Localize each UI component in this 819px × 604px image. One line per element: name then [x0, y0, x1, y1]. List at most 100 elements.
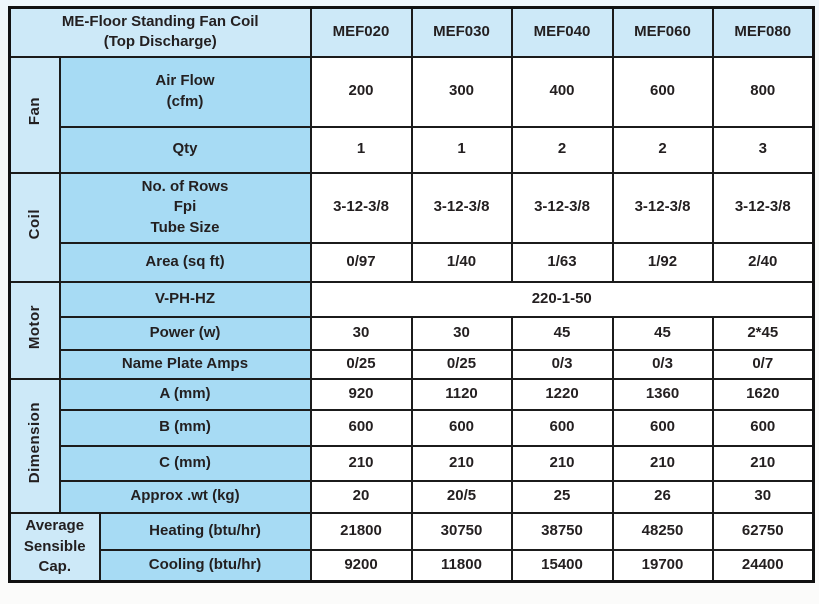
value-cell: 3-12-3/8 [410, 171, 513, 244]
table-row: Fan Air Flow (cfm) 200 300 400 600 800 [8, 55, 815, 174]
value-cell: 210 [611, 444, 714, 482]
row-label-cooling: Cooling (btu/hr) [98, 548, 312, 583]
value-cell: 2 [611, 125, 714, 174]
value-cell: 20 [309, 479, 413, 514]
table-row: Average Sensible Cap. Heating (btu/hr) 2… [8, 511, 815, 583]
row-label-b-mm: B (mm) [58, 408, 312, 447]
table-row: Name Plate Amps 0/25 0/25 0/3 0/3 0/7 [10, 348, 815, 380]
table-row: Coil No. of Rows Fpi Tube Size 3-12-3/8 … [8, 171, 815, 283]
row-label-heating: Heating (btu/hr) [98, 511, 312, 551]
group-label-average-sensible-cap: Average Sensible Cap. [8, 511, 101, 583]
row-label-air-flow: Air Flow (cfm) [58, 55, 312, 128]
value-cell: 1120 [410, 377, 513, 411]
column-header-mef030: MEF030 [410, 6, 513, 58]
row-label-name-plate-amps: Name Plate Amps [58, 348, 312, 380]
value-cell: 3-12-3/8 [711, 171, 815, 244]
table-title: ME-Floor Standing Fan Coil (Top Discharg… [8, 6, 312, 58]
value-cell: 210 [510, 444, 614, 482]
value-cell: 20/5 [410, 479, 513, 514]
column-header-mef020: MEF020 [309, 6, 413, 58]
value-cell: 2 [510, 125, 614, 174]
row-label-qty: Qty [58, 125, 312, 174]
value-cell: 300 [410, 55, 513, 128]
value-cell: 24400 [711, 548, 815, 583]
table-row: Area (sq ft) 0/97 1/40 1/63 1/92 2/40 [10, 241, 815, 283]
table-row: Cooling (btu/hr) 9200 11800 15400 19700 … [10, 548, 815, 583]
value-cell: 1620 [711, 377, 815, 411]
value-cell: 1/92 [611, 241, 714, 283]
value-cell: 30 [711, 479, 815, 514]
value-cell: 400 [510, 55, 614, 128]
row-label-a-mm: A (mm) [58, 377, 312, 411]
value-cell: 25 [510, 479, 614, 514]
value-cell: 30 [309, 315, 413, 351]
value-cell: 9200 [309, 548, 413, 583]
table-row: Qty 1 1 2 2 3 [10, 125, 815, 174]
column-header-mef040: MEF040 [510, 6, 614, 58]
value-cell: 30750 [410, 511, 513, 551]
value-cell: 2/40 [711, 241, 815, 283]
value-cell: 1 [309, 125, 413, 174]
row-label-c-mm: C (mm) [58, 444, 312, 482]
value-cell: 3-12-3/8 [611, 171, 714, 244]
value-cell: 600 [711, 408, 815, 447]
column-header-mef080: MEF080 [711, 6, 815, 58]
value-cell: 0/3 [611, 348, 714, 380]
value-cell: 800 [711, 55, 815, 128]
value-cell: 600 [410, 408, 513, 447]
value-cell: 210 [711, 444, 815, 482]
value-cell: 210 [309, 444, 413, 482]
value-cell: 3-12-3/8 [309, 171, 413, 244]
value-cell: 38750 [510, 511, 614, 551]
group-label-motor: Motor [8, 280, 61, 380]
row-label-rows-fpi-tube-size: No. of Rows Fpi Tube Size [58, 171, 312, 244]
row-label-area: Area (sq ft) [58, 241, 312, 283]
value-cell: 2*45 [711, 315, 815, 351]
value-cell: 210 [410, 444, 513, 482]
value-cell: 15400 [510, 548, 614, 583]
table-row: B (mm) 600 600 600 600 600 [10, 408, 815, 447]
column-header-mef060: MEF060 [611, 6, 714, 58]
value-cell: 3 [711, 125, 815, 174]
table-row: Approx .wt (kg) 20 20/5 25 26 30 [10, 479, 815, 514]
value-cell: 1/63 [510, 241, 614, 283]
value-cell: 1 [410, 125, 513, 174]
group-label-dimension: Dimension [8, 377, 61, 514]
value-cell: 26 [611, 479, 714, 514]
value-cell: 200 [309, 55, 413, 128]
table-row: C (mm) 210 210 210 210 210 [10, 444, 815, 482]
header-row: ME-Floor Standing Fan Coil (Top Discharg… [8, 6, 815, 58]
value-cell: 920 [309, 377, 413, 411]
group-label-fan: Fan [8, 55, 61, 174]
value-cell: 1220 [510, 377, 614, 411]
value-cell: 1/40 [410, 241, 513, 283]
value-cell: 600 [611, 408, 714, 447]
value-cell: 0/3 [510, 348, 614, 380]
value-cell-v-ph-hz-merged: 220-1-50 [309, 280, 815, 318]
value-cell: 0/25 [309, 348, 413, 380]
group-label-coil: Coil [8, 171, 61, 283]
value-cell: 11800 [410, 548, 513, 583]
table-row: Motor V-PH-HZ 220-1-50 [8, 280, 815, 380]
value-cell: 3-12-3/8 [510, 171, 614, 244]
value-cell: 62750 [711, 511, 815, 551]
fan-coil-spec-table: ME-Floor Standing Fan Coil (Top Discharg… [8, 6, 815, 583]
value-cell: 0/7 [711, 348, 815, 380]
row-label-approx-wt: Approx .wt (kg) [58, 479, 312, 514]
value-cell: 19700 [611, 548, 714, 583]
value-cell: 0/25 [410, 348, 513, 380]
value-cell: 600 [611, 55, 714, 128]
row-label-power: Power (w) [58, 315, 312, 351]
value-cell: 600 [510, 408, 614, 447]
value-cell: 0/97 [309, 241, 413, 283]
value-cell: 21800 [309, 511, 413, 551]
value-cell: 1360 [611, 377, 714, 411]
value-cell: 600 [309, 408, 413, 447]
value-cell: 45 [510, 315, 614, 351]
table-row: Power (w) 30 30 45 45 2*45 [10, 315, 815, 351]
value-cell: 48250 [611, 511, 714, 551]
table-row: Dimension A (mm) 920 1120 1220 1360 1620 [8, 377, 815, 514]
row-label-v-ph-hz: V-PH-HZ [58, 280, 312, 318]
value-cell: 30 [410, 315, 513, 351]
value-cell: 45 [611, 315, 714, 351]
